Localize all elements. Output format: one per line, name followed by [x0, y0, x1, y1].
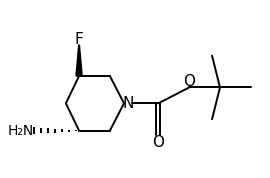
Text: O: O	[184, 74, 195, 89]
Polygon shape	[76, 45, 82, 76]
Text: O: O	[152, 135, 164, 150]
Text: H₂N: H₂N	[8, 124, 34, 138]
Text: F: F	[75, 32, 83, 46]
Text: N: N	[122, 96, 134, 111]
